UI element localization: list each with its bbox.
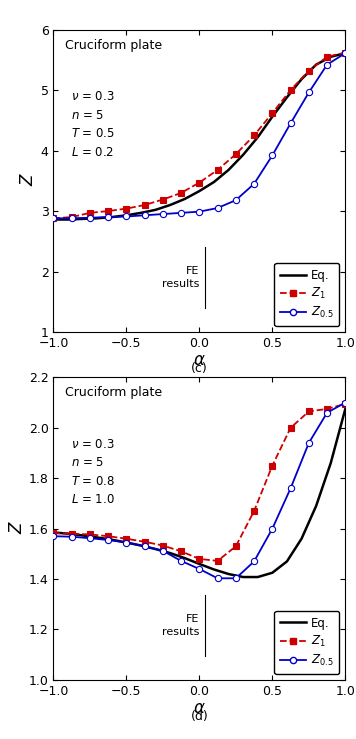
Text: Cruciform plate: Cruciform plate: [65, 386, 162, 400]
Y-axis label: Z: Z: [8, 523, 26, 534]
Text: $\nu$ = 0.3
$n$ = 5
$T$ = 0.5
$L$ = 0.2: $\nu$ = 0.3 $n$ = 5 $T$ = 0.5 $L$ = 0.2: [71, 90, 115, 159]
Text: Cruciform plate: Cruciform plate: [65, 38, 162, 52]
Text: (c): (c): [191, 362, 208, 375]
Text: FE
results: FE results: [162, 614, 199, 636]
X-axis label: α: α: [194, 351, 205, 370]
X-axis label: α: α: [194, 699, 205, 717]
Text: FE
results: FE results: [162, 266, 199, 289]
Legend: Eq., $Z_1$, $Z_{0.5}$: Eq., $Z_1$, $Z_{0.5}$: [274, 263, 339, 326]
Text: (d): (d): [190, 710, 208, 723]
Y-axis label: Z: Z: [20, 175, 38, 186]
Text: $\nu$ = 0.3
$n$ = 5
$T$ = 0.8
$L$ = 1.0: $\nu$ = 0.3 $n$ = 5 $T$ = 0.8 $L$ = 1.0: [71, 438, 115, 506]
Legend: Eq., $Z_1$, $Z_{0.5}$: Eq., $Z_1$, $Z_{0.5}$: [274, 610, 339, 674]
